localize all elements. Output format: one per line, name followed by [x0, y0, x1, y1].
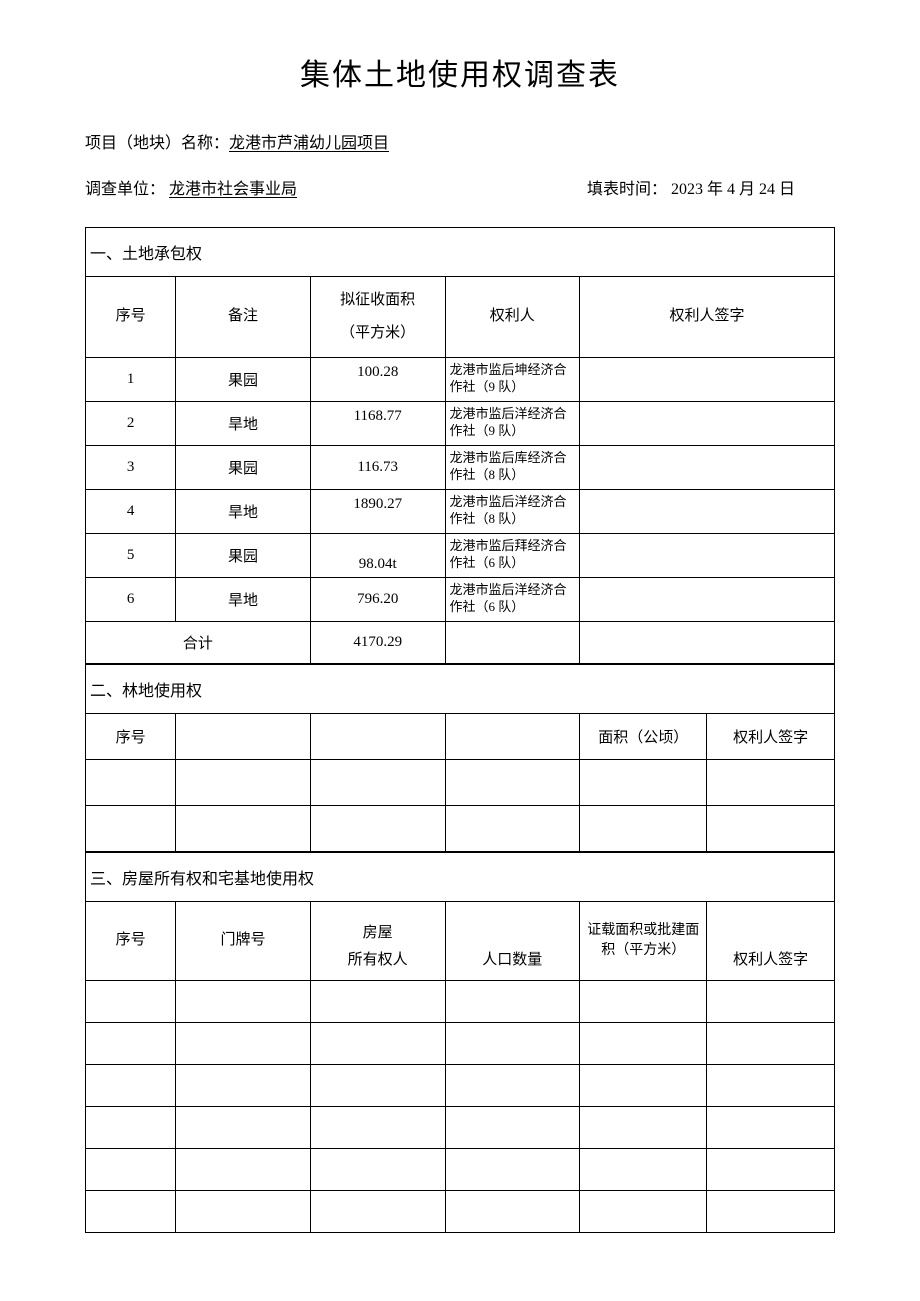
cell-holder: 龙港市监后洋经济合作社（8 队） [445, 489, 580, 533]
cell-note: 果园 [176, 445, 311, 489]
cell-sign [580, 577, 834, 621]
cell-area: 98.04t [310, 533, 445, 577]
section3-title: 三、房屋所有权和宅基地使用权 [86, 852, 834, 902]
s3-h-area: 证载面积或批建面积（平方米） [580, 902, 707, 980]
project-value: 龙港市芦浦幼儿园项目 [229, 129, 389, 153]
cell-area: 1168.77 [310, 401, 445, 445]
cell-holder: 龙港市监后洋经济合作社（6 队） [445, 577, 580, 621]
cell-note: 旱地 [176, 401, 311, 445]
cell-area: 116.73 [310, 445, 445, 489]
total-blank [580, 621, 834, 663]
table-row: 3 果园 116.73 龙港市监后库经济合作社（8 队） [86, 445, 834, 489]
cell-area: 796.20 [310, 577, 445, 621]
cell-area: 100.28 [310, 357, 445, 401]
org-label: 调查单位： [85, 181, 165, 198]
cell-seq: 1 [86, 357, 176, 401]
s1-h-sign: 权利人签字 [580, 277, 834, 357]
cell-holder: 龙港市监后坤经济合作社（9 队） [445, 357, 580, 401]
table-row [86, 980, 834, 1022]
cell-note: 旱地 [176, 577, 311, 621]
table-row: 1 果园 100.28 龙港市监后坤经济合作社（9 队） [86, 357, 834, 401]
cell-holder: 龙港市监后洋经济合作社（9 队） [445, 401, 580, 445]
form-frame: 一、土地承包权 序号 备注 拟征收面积 （平方米） 权利人 权利人签字 1 果园… [85, 227, 835, 1233]
cell-sign [580, 445, 834, 489]
section2-title: 二、林地使用权 [86, 664, 834, 714]
s3-h-sign: 权利人签字 [707, 902, 834, 980]
org-date-meta: 调查单位： 龙港市社会事业局 填表时间： 2023 年 4 月 24 日 [85, 175, 835, 199]
table-row [86, 1190, 834, 1232]
total-row: 合计 4170.29 [86, 621, 834, 663]
s2-h-c2 [176, 714, 311, 760]
cell-seq: 6 [86, 577, 176, 621]
org-value: 龙港市社会事业局 [169, 181, 297, 198]
s2-h-sign: 权利人签字 [707, 714, 834, 760]
cell-holder: 龙港市监后拜经济合作社（6 队） [445, 533, 580, 577]
table-row [86, 1022, 834, 1064]
s2-h-c4 [445, 714, 580, 760]
table-row [86, 760, 834, 806]
table-row [86, 1064, 834, 1106]
s1-h-seq: 序号 [86, 277, 176, 357]
section3-table: 序号 门牌号 房屋 所有权人 人口数量 证载面积或批建面积（平方米） 权利人签字 [86, 902, 834, 1232]
total-label: 合计 [86, 621, 310, 663]
s2-h-seq: 序号 [86, 714, 176, 760]
date-label: 填表时间： [587, 181, 667, 198]
section1-table: 序号 备注 拟征收面积 （平方米） 权利人 权利人签字 1 果园 100.28 … [86, 277, 834, 664]
cell-holder: 龙港市监后库经济合作社（8 队） [445, 445, 580, 489]
cell-note: 果园 [176, 533, 311, 577]
cell-note: 果园 [176, 357, 311, 401]
table-row: 6 旱地 796.20 龙港市监后洋经济合作社（6 队） [86, 577, 834, 621]
project-label: 项目（地块）名称： [85, 129, 229, 153]
cell-seq: 3 [86, 445, 176, 489]
s2-h-c3 [310, 714, 445, 760]
table-row: 2 旱地 1168.77 龙港市监后洋经济合作社（9 队） [86, 401, 834, 445]
s3-h-pop: 人口数量 [445, 902, 580, 980]
cell-sign [580, 533, 834, 577]
s1-h-note: 备注 [176, 277, 311, 357]
s3-h-seq: 序号 [86, 902, 176, 980]
date-block: 填表时间： 2023 年 4 月 24 日 [587, 175, 835, 199]
project-meta: 项目（地块）名称： 龙港市芦浦幼儿园项目 [85, 129, 835, 153]
section3-header-row: 序号 门牌号 房屋 所有权人 人口数量 证载面积或批建面积（平方米） 权利人签字 [86, 902, 834, 980]
cell-sign [580, 357, 834, 401]
table-row [86, 806, 834, 852]
table-row [86, 1106, 834, 1148]
cell-sign [580, 401, 834, 445]
section1-title: 一、土地承包权 [86, 228, 834, 277]
section2-header-row: 序号 面积（公顷） 权利人签字 [86, 714, 834, 760]
total-value: 4170.29 [310, 621, 445, 663]
date-value: 2023 年 4 月 24 日 [671, 181, 795, 198]
cell-note: 旱地 [176, 489, 311, 533]
s3-h-owner: 房屋 所有权人 [310, 902, 445, 980]
cell-sign [580, 489, 834, 533]
org-block: 调查单位： 龙港市社会事业局 [85, 175, 297, 199]
s1-h-holder: 权利人 [445, 277, 580, 357]
cell-seq: 2 [86, 401, 176, 445]
s2-h-area: 面积（公顷） [580, 714, 707, 760]
s3-h-door: 门牌号 [176, 902, 311, 980]
cell-seq: 5 [86, 533, 176, 577]
cell-seq: 4 [86, 489, 176, 533]
section2-table: 序号 面积（公顷） 权利人签字 [86, 714, 834, 853]
table-row: 4 旱地 1890.27 龙港市监后洋经济合作社（8 队） [86, 489, 834, 533]
table-row: 5 果园 98.04t 龙港市监后拜经济合作社（6 队） [86, 533, 834, 577]
total-blank [445, 621, 580, 663]
section1-header-row: 序号 备注 拟征收面积 （平方米） 权利人 权利人签字 [86, 277, 834, 357]
s1-h-area: 拟征收面积 （平方米） [310, 277, 445, 357]
document-title: 集体土地使用权调查表 [85, 50, 835, 94]
cell-area: 1890.27 [310, 489, 445, 533]
table-row [86, 1148, 834, 1190]
